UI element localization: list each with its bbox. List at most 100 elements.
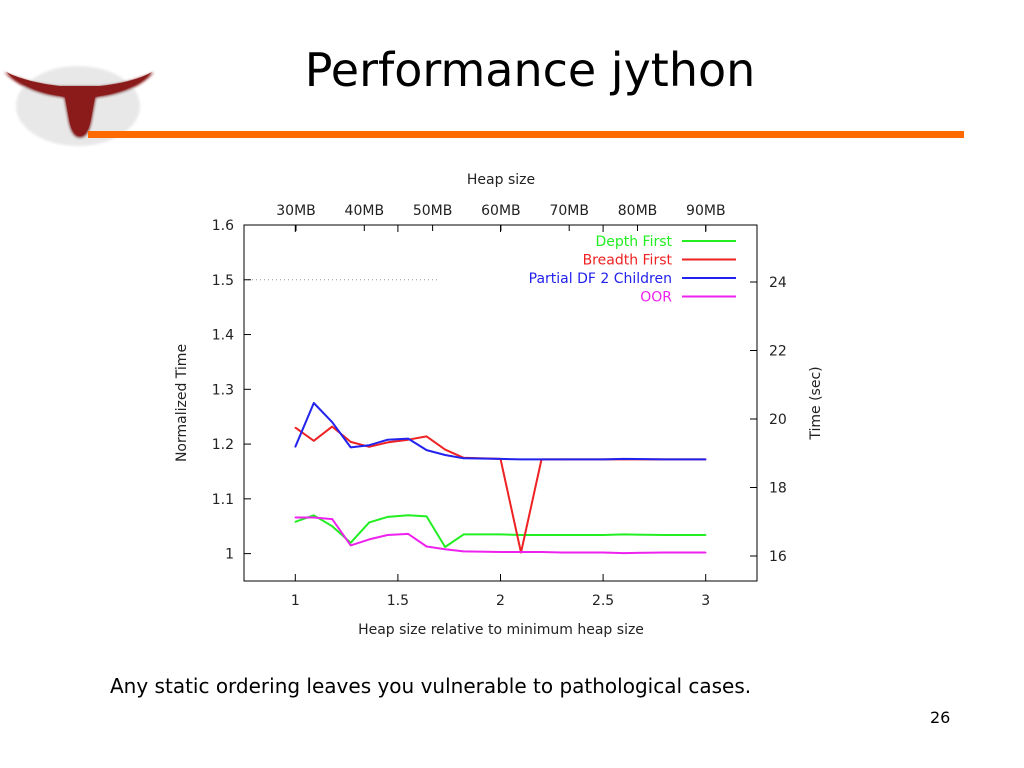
y-axis-title: Normalized Time bbox=[174, 344, 190, 462]
top-tick-label: 50MB bbox=[413, 203, 453, 219]
data-point bbox=[561, 458, 563, 461]
data-point bbox=[386, 438, 389, 441]
data-point bbox=[499, 458, 502, 460]
data-point bbox=[444, 548, 446, 551]
data-point bbox=[444, 454, 446, 456]
data-point bbox=[407, 514, 409, 517]
data-point bbox=[368, 538, 370, 541]
data-point bbox=[368, 446, 370, 448]
data-point bbox=[368, 444, 370, 446]
data-point bbox=[540, 551, 543, 553]
legend-label: OOR bbox=[640, 290, 672, 306]
data-point bbox=[312, 402, 315, 404]
data-point bbox=[425, 449, 428, 451]
data-point bbox=[561, 551, 563, 554]
data-point bbox=[312, 516, 315, 519]
top-tick-label: 30MB bbox=[276, 203, 316, 219]
data-point bbox=[462, 457, 465, 460]
y-axis-ticks: 1 1.1 1.2 1.3 1.4 1.5 1.6 bbox=[212, 218, 251, 563]
data-point bbox=[663, 458, 666, 461]
data-point bbox=[349, 446, 352, 449]
data-point bbox=[294, 426, 297, 429]
data-point bbox=[602, 551, 604, 554]
data-point bbox=[425, 435, 428, 438]
x-axis-ticks: 1 1.5 2 2.5 3 bbox=[291, 225, 710, 609]
data-point bbox=[499, 551, 502, 553]
x-axis-title: Heap size relative to minimum heap size bbox=[358, 622, 644, 638]
title-rule bbox=[88, 131, 964, 138]
legend-label: Depth First bbox=[595, 234, 672, 250]
data-point bbox=[704, 458, 707, 461]
data-point bbox=[704, 551, 707, 554]
series-lines bbox=[294, 402, 707, 555]
slide-caption: Any static ordering leaves you vulnerabl… bbox=[110, 674, 752, 698]
legend: Depth First Breadth First Partial DF 2 Chi… bbox=[529, 234, 736, 306]
data-point bbox=[602, 458, 604, 461]
y-tick-label: 1.4 bbox=[212, 328, 234, 344]
data-point bbox=[368, 521, 370, 524]
data-point bbox=[349, 544, 352, 547]
legend-label: Partial DF 2 Children bbox=[529, 271, 672, 287]
y-tick-label: 1.5 bbox=[212, 273, 234, 289]
plot-frame bbox=[243, 224, 758, 582]
y-tick-label: 1.2 bbox=[212, 437, 234, 453]
data-point bbox=[540, 458, 543, 461]
data-point bbox=[425, 515, 428, 518]
data-point bbox=[444, 546, 446, 548]
data-point bbox=[425, 545, 428, 548]
grid-lines bbox=[244, 224, 439, 281]
right-tick-label: 22 bbox=[769, 344, 787, 360]
data-point bbox=[386, 441, 389, 444]
data-point bbox=[294, 516, 297, 519]
data-point bbox=[331, 425, 334, 428]
data-point bbox=[663, 551, 666, 554]
data-point bbox=[622, 458, 625, 460]
data-point bbox=[294, 521, 297, 523]
data-point bbox=[331, 518, 334, 520]
y-tick-label: 1 bbox=[225, 547, 234, 563]
y-tick-label: 1.6 bbox=[212, 218, 234, 234]
top-axis-title: Heap size bbox=[467, 172, 535, 188]
right-tick-label: 18 bbox=[769, 481, 787, 497]
data-point bbox=[540, 534, 543, 536]
data-point bbox=[349, 441, 352, 443]
data-point bbox=[331, 421, 334, 423]
data-point bbox=[499, 533, 502, 536]
legend-label: Breadth First bbox=[583, 253, 673, 269]
data-point bbox=[520, 551, 522, 553]
data-point bbox=[312, 439, 315, 442]
data-point bbox=[294, 446, 297, 448]
x-tick-label: 1.5 bbox=[387, 593, 409, 609]
x-tick-label: 1 bbox=[291, 593, 300, 609]
data-point bbox=[622, 533, 625, 536]
x-tick-label: 2 bbox=[496, 593, 505, 609]
data-point bbox=[386, 534, 389, 536]
right-tick-label: 16 bbox=[769, 549, 787, 565]
x-tick-label: 3 bbox=[701, 593, 710, 609]
data-point bbox=[704, 534, 707, 536]
data-point bbox=[407, 437, 409, 440]
series-line bbox=[294, 514, 706, 548]
data-point bbox=[331, 525, 334, 528]
series-line bbox=[294, 402, 706, 461]
data-point bbox=[312, 514, 315, 517]
right-axis-ticks: 16 18 20 22 24 bbox=[750, 275, 787, 565]
slide-title: Performance jython bbox=[304, 43, 756, 97]
longhorn-logo-icon bbox=[4, 66, 154, 146]
page-number: 26 bbox=[930, 708, 951, 727]
right-axis-title: Time (sec) bbox=[808, 366, 824, 440]
x-tick-label: 2.5 bbox=[592, 593, 614, 609]
data-point bbox=[444, 448, 446, 451]
data-point bbox=[602, 534, 604, 536]
top-tick-label: 80MB bbox=[618, 203, 658, 219]
data-point bbox=[561, 534, 563, 536]
data-point bbox=[462, 550, 465, 553]
data-point bbox=[407, 533, 409, 535]
data-point bbox=[462, 533, 465, 536]
data-point bbox=[349, 541, 352, 544]
top-tick-label: 70MB bbox=[549, 203, 589, 219]
data-point bbox=[520, 458, 522, 461]
top-tick-label: 40MB bbox=[345, 203, 385, 219]
data-point bbox=[386, 516, 389, 518]
right-tick-label: 20 bbox=[769, 412, 787, 428]
